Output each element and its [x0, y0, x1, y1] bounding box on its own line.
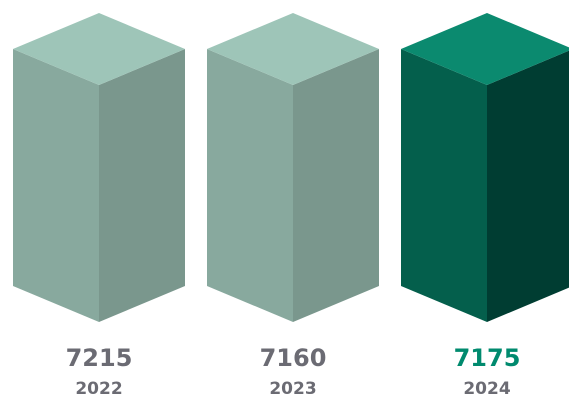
bar-right-face	[293, 49, 379, 322]
value-label-2022: 7215	[66, 344, 133, 372]
category-label-2022: 2022	[75, 379, 122, 399]
labels-group: 7215 2022 7160 2023 7175 2024	[66, 344, 521, 399]
bar-top-face	[207, 13, 379, 85]
bar-2024	[401, 13, 569, 322]
value-label-2024: 7175	[454, 344, 521, 372]
bar-left-face	[13, 49, 99, 322]
category-label-2023: 2023	[269, 379, 316, 399]
bar-2023	[207, 13, 379, 322]
bar-left-face	[207, 49, 293, 322]
bar-right-face	[487, 50, 569, 322]
bar-left-face	[401, 49, 487, 322]
value-label-2023: 7160	[260, 344, 327, 372]
bar-2022	[13, 13, 185, 322]
bar-top-face	[401, 13, 569, 85]
bar-right-face	[99, 49, 185, 322]
category-label-2024: 2024	[463, 379, 510, 399]
bars-group	[13, 13, 569, 322]
bar-top-face	[13, 13, 185, 85]
